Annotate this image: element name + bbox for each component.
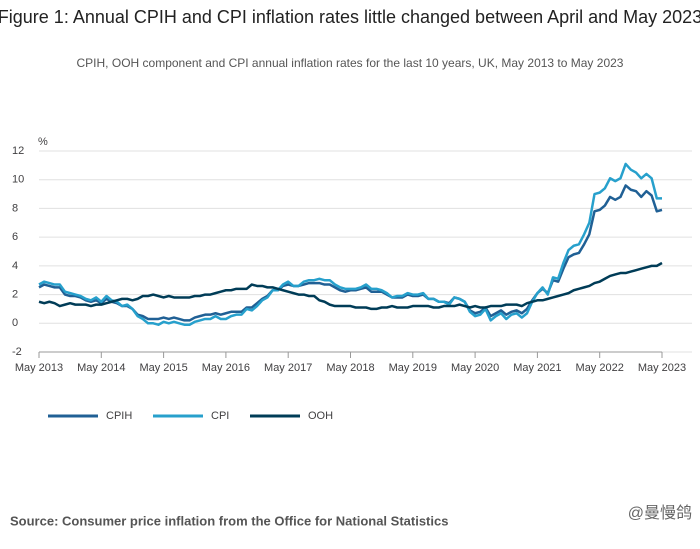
y-tick-label: 6 — [12, 231, 18, 243]
x-tick-label: May 2013 — [15, 362, 63, 374]
y-tick-label: 12 — [12, 145, 24, 157]
x-tick-label: May 2016 — [202, 362, 250, 374]
watermark: @曼慢鸽 — [628, 504, 692, 522]
legend-label: OOH — [308, 410, 333, 422]
y-tick-label: 0 — [12, 317, 18, 329]
y-tick-label: 2 — [12, 288, 18, 300]
x-tick-label: May 2017 — [264, 362, 312, 374]
x-tick-label: May 2023 — [638, 362, 686, 374]
legend-label: CPIH — [106, 410, 132, 422]
y-tick-label: 4 — [12, 260, 18, 272]
series-line — [38, 162, 662, 326]
series-line — [38, 184, 663, 322]
legend-label: CPI — [211, 410, 229, 422]
x-tick-label: May 2018 — [326, 362, 374, 374]
source: Source: Consumer price inflation from th… — [10, 513, 448, 528]
x-tick-label: May 2022 — [576, 362, 624, 374]
x-tick-label: May 2020 — [451, 362, 499, 374]
chart-subtitle: CPIH, OOH component and CPI annual infla… — [77, 56, 624, 70]
x-tick-label: May 2015 — [139, 362, 187, 374]
series-line — [38, 261, 663, 311]
y-unit: % — [38, 136, 48, 148]
y-tick-label: 10 — [12, 174, 24, 186]
chart-title: Figure 1: Annual CPIH and CPI inflation … — [0, 7, 700, 27]
x-tick-label: May 2021 — [513, 362, 561, 374]
x-tick-label: May 2019 — [389, 362, 437, 374]
x-tick-label: May 2014 — [77, 362, 125, 374]
y-tick-label: 8 — [12, 202, 18, 214]
y-tick-label: -2 — [12, 346, 22, 358]
